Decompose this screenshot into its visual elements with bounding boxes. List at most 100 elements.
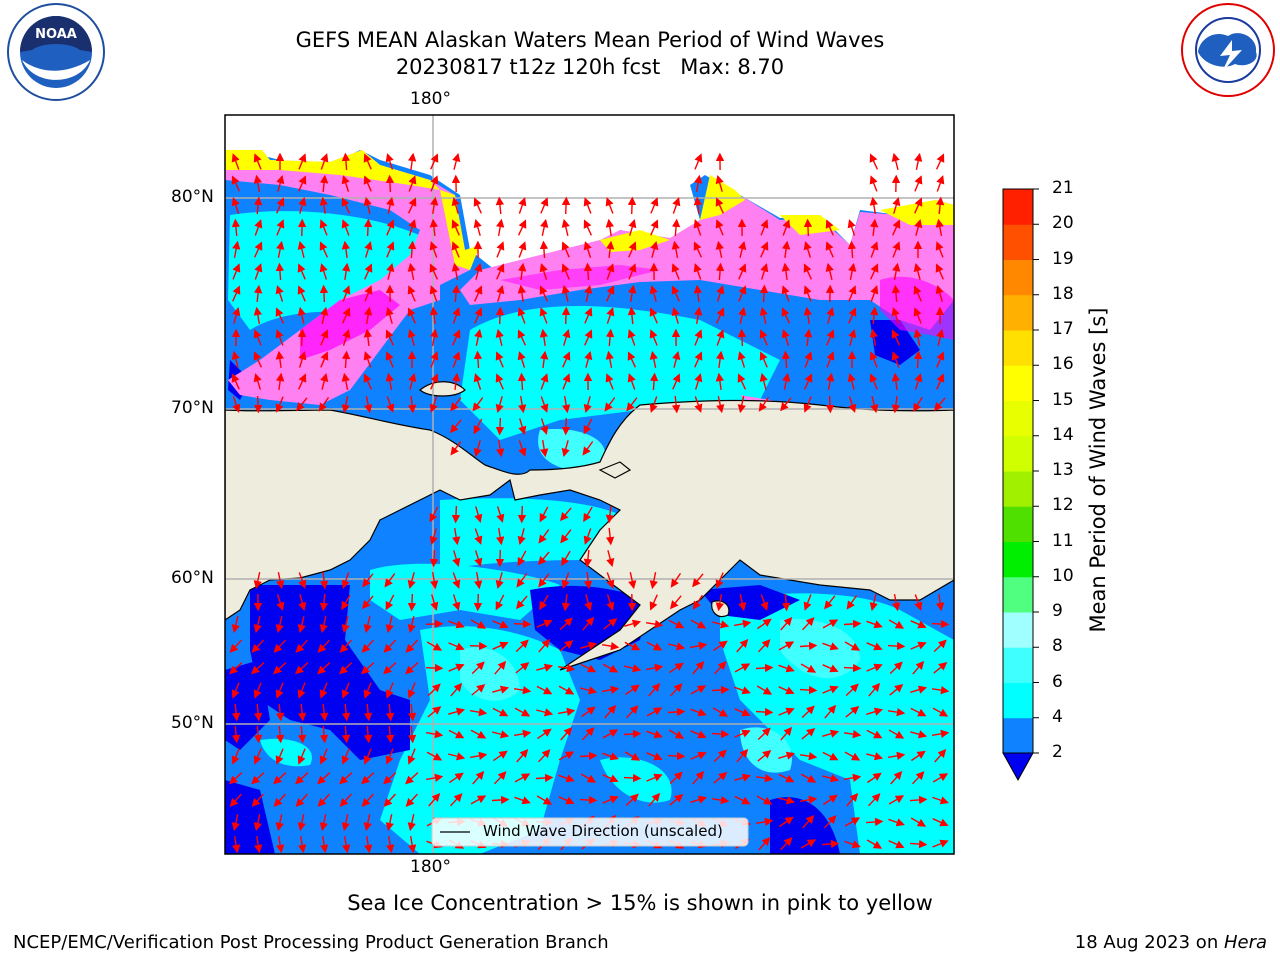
colorbar-tick-label: 11 bbox=[1052, 530, 1074, 551]
wave-direction-arrow bbox=[452, 527, 461, 546]
lat-label-70: 70°N bbox=[171, 398, 214, 418]
wave-direction-arrow bbox=[361, 639, 375, 653]
wave-direction-arrow bbox=[892, 593, 901, 612]
wave-direction-arrow bbox=[822, 774, 840, 783]
lat-label-50: 50°N bbox=[171, 713, 214, 733]
wave-direction-arrow bbox=[931, 729, 950, 738]
colorbar-segment bbox=[1003, 647, 1033, 683]
wave-direction-arrow bbox=[451, 505, 461, 524]
wave-direction-arrow bbox=[385, 594, 395, 611]
wave-direction-arrow bbox=[826, 351, 835, 368]
wave-direction-arrow bbox=[452, 550, 461, 567]
wave-direction-arrow bbox=[341, 350, 351, 369]
wave-direction-arrow bbox=[539, 263, 548, 280]
wave-direction-arrow bbox=[671, 240, 680, 259]
wave-direction-arrow bbox=[891, 351, 900, 368]
wave-direction-arrow bbox=[518, 395, 527, 414]
wave-direction-arrow bbox=[232, 285, 241, 302]
wave-direction-arrow bbox=[935, 241, 944, 258]
wave-direction-arrow bbox=[448, 620, 465, 629]
wave-direction-arrow bbox=[448, 729, 465, 739]
wave-direction-arrow bbox=[494, 660, 507, 675]
wave-direction-arrow bbox=[298, 175, 307, 192]
wave-direction-arrow bbox=[319, 593, 329, 612]
wave-direction-arrow bbox=[253, 351, 263, 368]
wave-direction-arrow bbox=[583, 219, 593, 236]
lon-label-bottom: 180° bbox=[410, 857, 451, 877]
colorbar-segment bbox=[1003, 506, 1033, 542]
wave-direction-arrow bbox=[229, 793, 242, 807]
wave-direction-arrow bbox=[273, 772, 287, 785]
wave-direction-arrow bbox=[734, 708, 751, 717]
wave-direction-arrow bbox=[425, 773, 444, 782]
wave-direction-arrow bbox=[536, 728, 552, 740]
wave-direction-arrow bbox=[231, 748, 240, 765]
wave-direction-arrow bbox=[931, 619, 950, 629]
wave-direction-arrow bbox=[890, 770, 903, 785]
wave-direction-arrow bbox=[801, 728, 816, 740]
wave-direction-arrow bbox=[870, 285, 879, 302]
wave-direction-arrow bbox=[935, 196, 945, 215]
wave-direction-arrow bbox=[496, 527, 505, 546]
wave-direction-arrow bbox=[690, 795, 708, 804]
wave-direction-arrow bbox=[672, 350, 681, 368]
wave-direction-arrow bbox=[231, 703, 241, 722]
wave-direction-arrow bbox=[803, 241, 812, 258]
wave-direction-arrow bbox=[738, 263, 747, 280]
wave-direction-arrow bbox=[778, 751, 796, 760]
wave-direction-arrow bbox=[473, 218, 482, 236]
wave-direction-arrow bbox=[825, 241, 834, 258]
wave-direction-arrow bbox=[496, 439, 505, 458]
wave-direction-arrow bbox=[932, 818, 949, 827]
wave-direction-arrow bbox=[606, 307, 615, 324]
wave-direction-arrow bbox=[914, 218, 923, 236]
wave-direction-arrow bbox=[583, 396, 592, 414]
wave-direction-arrow bbox=[693, 263, 702, 280]
wave-direction-arrow bbox=[363, 351, 372, 368]
wave-direction-arrow bbox=[823, 794, 838, 806]
wave-direction-arrow bbox=[912, 660, 925, 675]
wave-direction-arrow bbox=[936, 328, 945, 346]
wave-direction-arrow bbox=[492, 685, 510, 694]
wave-direction-arrow bbox=[383, 772, 397, 785]
wave-direction-arrow bbox=[804, 351, 813, 368]
wave-direction-arrow bbox=[690, 685, 707, 695]
wave-direction-arrow bbox=[517, 262, 527, 280]
wave-direction-arrow bbox=[317, 639, 331, 653]
wave-direction-arrow bbox=[646, 773, 663, 782]
wave-direction-arrow bbox=[253, 572, 262, 590]
wave-direction-arrow bbox=[254, 835, 263, 854]
wave-direction-arrow bbox=[558, 685, 575, 695]
wave-direction-arrow bbox=[473, 593, 483, 612]
wave-direction-arrow bbox=[601, 685, 620, 694]
wave-direction-arrow bbox=[319, 174, 329, 192]
wave-direction-arrow bbox=[911, 750, 926, 762]
wave-direction-arrow bbox=[667, 707, 686, 717]
wave-direction-arrow bbox=[712, 640, 728, 652]
wave-direction-arrow bbox=[781, 593, 791, 612]
wave-direction-arrow bbox=[320, 329, 329, 346]
wave-direction-arrow bbox=[452, 152, 461, 170]
wave-direction-arrow bbox=[254, 263, 263, 280]
chart-title: GEFS MEAN Alaskan Waters Mean Period of … bbox=[295, 28, 885, 52]
wave-direction-arrow bbox=[580, 706, 596, 718]
wave-direction-arrow bbox=[670, 595, 682, 610]
colorbar-tick-label: 14 bbox=[1052, 424, 1074, 445]
wave-direction-arrow bbox=[844, 641, 861, 651]
wave-direction-arrow bbox=[491, 795, 510, 805]
wave-direction-arrow bbox=[869, 351, 878, 368]
wave-direction-arrow bbox=[448, 752, 466, 761]
wave-direction-arrow bbox=[605, 328, 615, 347]
wave-direction-arrow bbox=[295, 793, 308, 807]
wave-direction-arrow bbox=[602, 729, 619, 739]
wave-direction-arrow bbox=[231, 153, 240, 170]
wave-direction-arrow bbox=[535, 773, 554, 783]
wave-direction-arrow bbox=[385, 814, 394, 832]
colorbar-segment bbox=[1003, 471, 1033, 507]
wave-direction-arrow bbox=[914, 594, 923, 611]
wave-direction-arrow bbox=[385, 174, 395, 193]
wave-direction-arrow bbox=[517, 550, 527, 567]
wave-direction-arrow bbox=[430, 328, 439, 347]
wave-direction-arrow bbox=[734, 773, 752, 782]
wave-direction-arrow bbox=[584, 594, 593, 612]
